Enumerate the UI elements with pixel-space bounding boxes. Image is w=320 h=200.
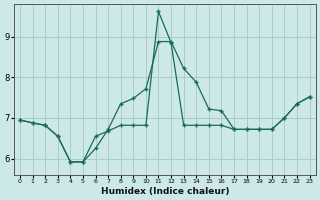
X-axis label: Humidex (Indice chaleur): Humidex (Indice chaleur) bbox=[100, 187, 229, 196]
